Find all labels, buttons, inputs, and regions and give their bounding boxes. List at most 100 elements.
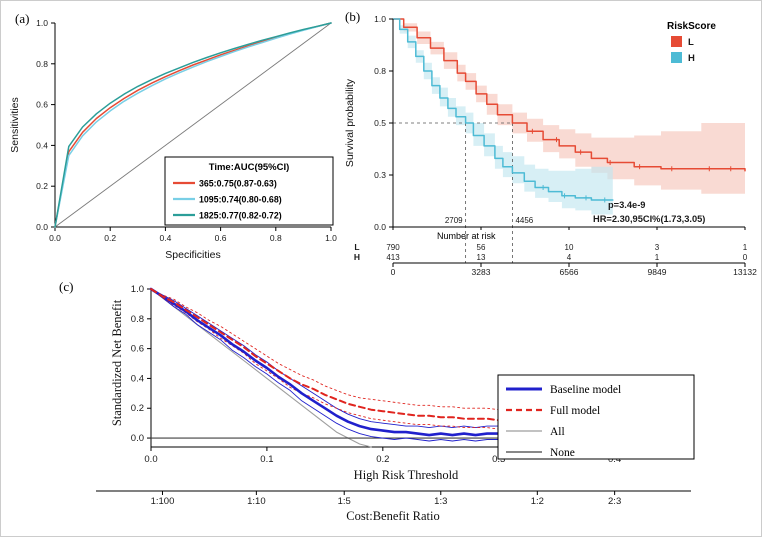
km-legend-label-L: L xyxy=(688,37,694,48)
km-legend-label-H: H xyxy=(688,53,695,64)
panel-a-roc-chart: 0.0 0.2 0.4 0.6 0.8 1.0 0.0 0.2 0.4 0.6 0.8 1.0 (a)… xyxy=(9,11,337,261)
risk-count-L: 1 xyxy=(743,243,748,252)
chart-tick-label: 0.0 xyxy=(131,433,144,444)
chart-tick-label: 0.6 xyxy=(36,100,48,110)
km-legend-title: RiskScore xyxy=(667,21,716,32)
km-hr-annotation: HR=2.30,95CI%(1.73,3.05) xyxy=(593,214,705,224)
km-pvalue-annotation: p=3.4e-9 xyxy=(608,200,645,210)
cost-benefit-tick-label: 2:3 xyxy=(608,496,621,507)
risk-row-label-L: L xyxy=(354,242,359,252)
km-curve-H xyxy=(392,18,614,201)
risk-count-L: 56 xyxy=(477,243,486,252)
km-legend: RiskScore L H xyxy=(667,21,716,64)
chart-tick-label: 0.0 xyxy=(49,233,61,243)
chart-tick-label: 0.3 xyxy=(374,170,386,180)
risk-count-L: 10 xyxy=(565,243,574,252)
roc-curve-2 xyxy=(54,22,332,228)
chart-tick-label: 0.0 xyxy=(36,222,48,232)
dca-legend-label-full: Full model xyxy=(550,405,600,417)
dca-legend-label-baseline: Baseline model xyxy=(550,384,621,396)
dca-series-full-model-ci-upper xyxy=(150,288,523,411)
risk-row-label-H: H xyxy=(354,252,360,262)
chart-tick-label: 0.4 xyxy=(36,140,48,150)
cost-benefit-tick-label: 1:10 xyxy=(247,496,266,507)
chart-tick-label: 0.5 xyxy=(374,118,386,128)
cost-benefit-tick-label: 1:5 xyxy=(338,496,351,507)
risk-count-H: 413 xyxy=(386,253,400,262)
dca-series-baseline-model-ci-upper xyxy=(150,288,523,429)
roc-x-axis-title: Specificities xyxy=(165,249,220,261)
chart-tick-label: 0.1 xyxy=(260,454,273,465)
chart-tick-label: 0.2 xyxy=(36,181,48,191)
chart-tick-label: 0.2 xyxy=(104,233,116,243)
panel-a-label: (a) xyxy=(15,11,29,26)
dca-x-axis-title: High Risk Threshold xyxy=(354,468,459,482)
risk-count-H: 4 xyxy=(567,253,572,262)
chart-tick-label: 0 xyxy=(391,267,396,277)
roc-legend-box xyxy=(164,156,334,226)
median-label: 4456 xyxy=(515,216,533,225)
roc-legend-title: Time:AUC(95%CI) xyxy=(209,162,290,173)
chart-tick-label: 0.0 xyxy=(374,222,386,232)
panel-c-dca-chart: 0.00.10.20.30.40.00.20.40.60.81.01:1001:… xyxy=(59,279,695,523)
roc-y-axis-title: Sensitivities xyxy=(9,97,21,152)
panel-b-label: (b) xyxy=(345,9,360,24)
risk-count-H: 0 xyxy=(743,253,748,262)
cost-benefit-tick-label: 1:3 xyxy=(434,496,447,507)
dca-series-baseline-model xyxy=(149,287,524,437)
chart-tick-label: 0.2 xyxy=(376,454,389,465)
roc-legend-label-1825: 1825:0.77(0.82-0.72) xyxy=(199,211,282,221)
risk-count-H: 1 xyxy=(655,253,660,262)
km-legend-swatch-L xyxy=(671,36,682,47)
panel-c-label: (c) xyxy=(59,279,73,294)
chart-tick-label: 0.4 xyxy=(131,373,144,384)
chart-tick-label: 9849 xyxy=(648,267,667,277)
cost-benefit-tick-label: 1:2 xyxy=(531,496,544,507)
dca-series-full-model xyxy=(150,288,523,422)
roc-legend-label-365: 365:0.75(0.87-0.63) xyxy=(199,179,277,189)
chart-tick-label: 1.0 xyxy=(325,233,337,243)
dca-series-full-model-ci-lower xyxy=(150,288,523,432)
chart-tick-label: 13132 xyxy=(733,267,757,277)
risk-count-L: 3 xyxy=(655,243,660,252)
chart-tick-label: 0.8 xyxy=(270,233,282,243)
km-legend-swatch-H xyxy=(671,52,682,63)
chart-tick-label: 0.0 xyxy=(144,454,157,465)
roc-plot-area: 0.0 0.2 0.4 0.6 0.8 1.0 0.0 0.2 0.4 0.6 0.8 1.0 xyxy=(36,18,337,243)
diagonal-reference-line xyxy=(54,22,332,228)
median-label: 2709 xyxy=(445,216,463,225)
chart-tick-label: 1.0 xyxy=(374,14,386,24)
chart-tick-label: 0.2 xyxy=(131,403,144,414)
dca-legend: Baseline model Full model All None xyxy=(497,374,695,460)
cost-benefit-axis-title: Cost:Benefit Ratio xyxy=(346,509,439,523)
km-y-axis-title: Survival probability xyxy=(344,78,356,167)
dca-y-axis-title: Standardized Net Benefit xyxy=(110,299,124,426)
dca-legend-label-none: None xyxy=(550,447,575,459)
km-ribbon-H xyxy=(393,19,613,217)
roc-curve-3 xyxy=(54,22,332,228)
cost-benefit-tick-label: 1:100 xyxy=(151,496,175,507)
chart-tick-label: 0.8 xyxy=(131,314,144,325)
chart-tick-label: 0.6 xyxy=(131,344,144,355)
chart-tick-label: 6566 xyxy=(560,267,579,277)
chart-tick-label: 0.8 xyxy=(36,59,48,69)
risk-count-H: 13 xyxy=(477,253,486,262)
dca-series-baseline-model-ci-lower xyxy=(150,288,523,442)
dca-legend-label-all: All xyxy=(550,426,565,438)
chart-tick-label: 0.6 xyxy=(215,233,227,243)
km-curve-L xyxy=(392,18,746,172)
risk-count-L: 790 xyxy=(386,243,400,252)
chart-tick-label: 0.4 xyxy=(159,233,171,243)
roc-legend: Time:AUC(95%CI) 365:0.75(0.87-0.63) 1095… xyxy=(164,156,334,226)
roc-legend-label-1095: 1095:0.74(0.80-0.68) xyxy=(199,195,282,205)
chart-tick-label: 0.8 xyxy=(374,66,386,76)
ref-line-all xyxy=(150,288,372,448)
chart-tick-label: 1.0 xyxy=(36,18,48,28)
chart-tick-label: 3283 xyxy=(472,267,491,277)
km-ribbon-L xyxy=(393,19,745,200)
number-at-risk-title: Number at risk xyxy=(437,231,496,241)
chart-tick-label: 1.0 xyxy=(131,284,144,295)
